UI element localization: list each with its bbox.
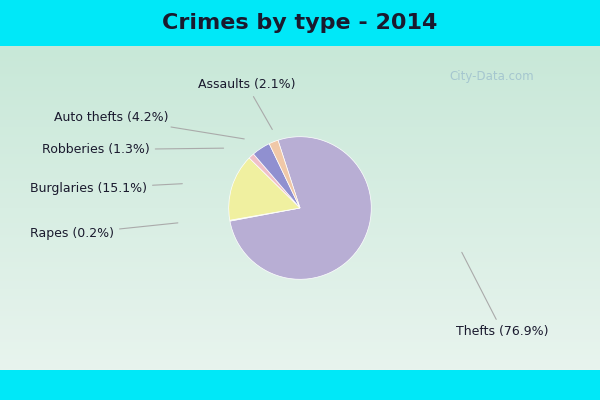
Wedge shape [229, 158, 300, 220]
Text: Burglaries (15.1%): Burglaries (15.1%) [30, 182, 182, 195]
Wedge shape [249, 154, 300, 208]
Wedge shape [269, 140, 300, 208]
Text: Robberies (1.3%): Robberies (1.3%) [42, 143, 224, 156]
Text: City-Data.com: City-Data.com [449, 70, 535, 83]
Text: Assaults (2.1%): Assaults (2.1%) [198, 78, 296, 130]
Wedge shape [230, 137, 371, 279]
Wedge shape [230, 208, 300, 221]
Text: Auto thefts (4.2%): Auto thefts (4.2%) [54, 111, 244, 139]
Wedge shape [253, 144, 300, 208]
Text: Thefts (76.9%): Thefts (76.9%) [456, 252, 548, 338]
Text: Crimes by type - 2014: Crimes by type - 2014 [163, 13, 437, 33]
Text: Rapes (0.2%): Rapes (0.2%) [30, 223, 178, 240]
